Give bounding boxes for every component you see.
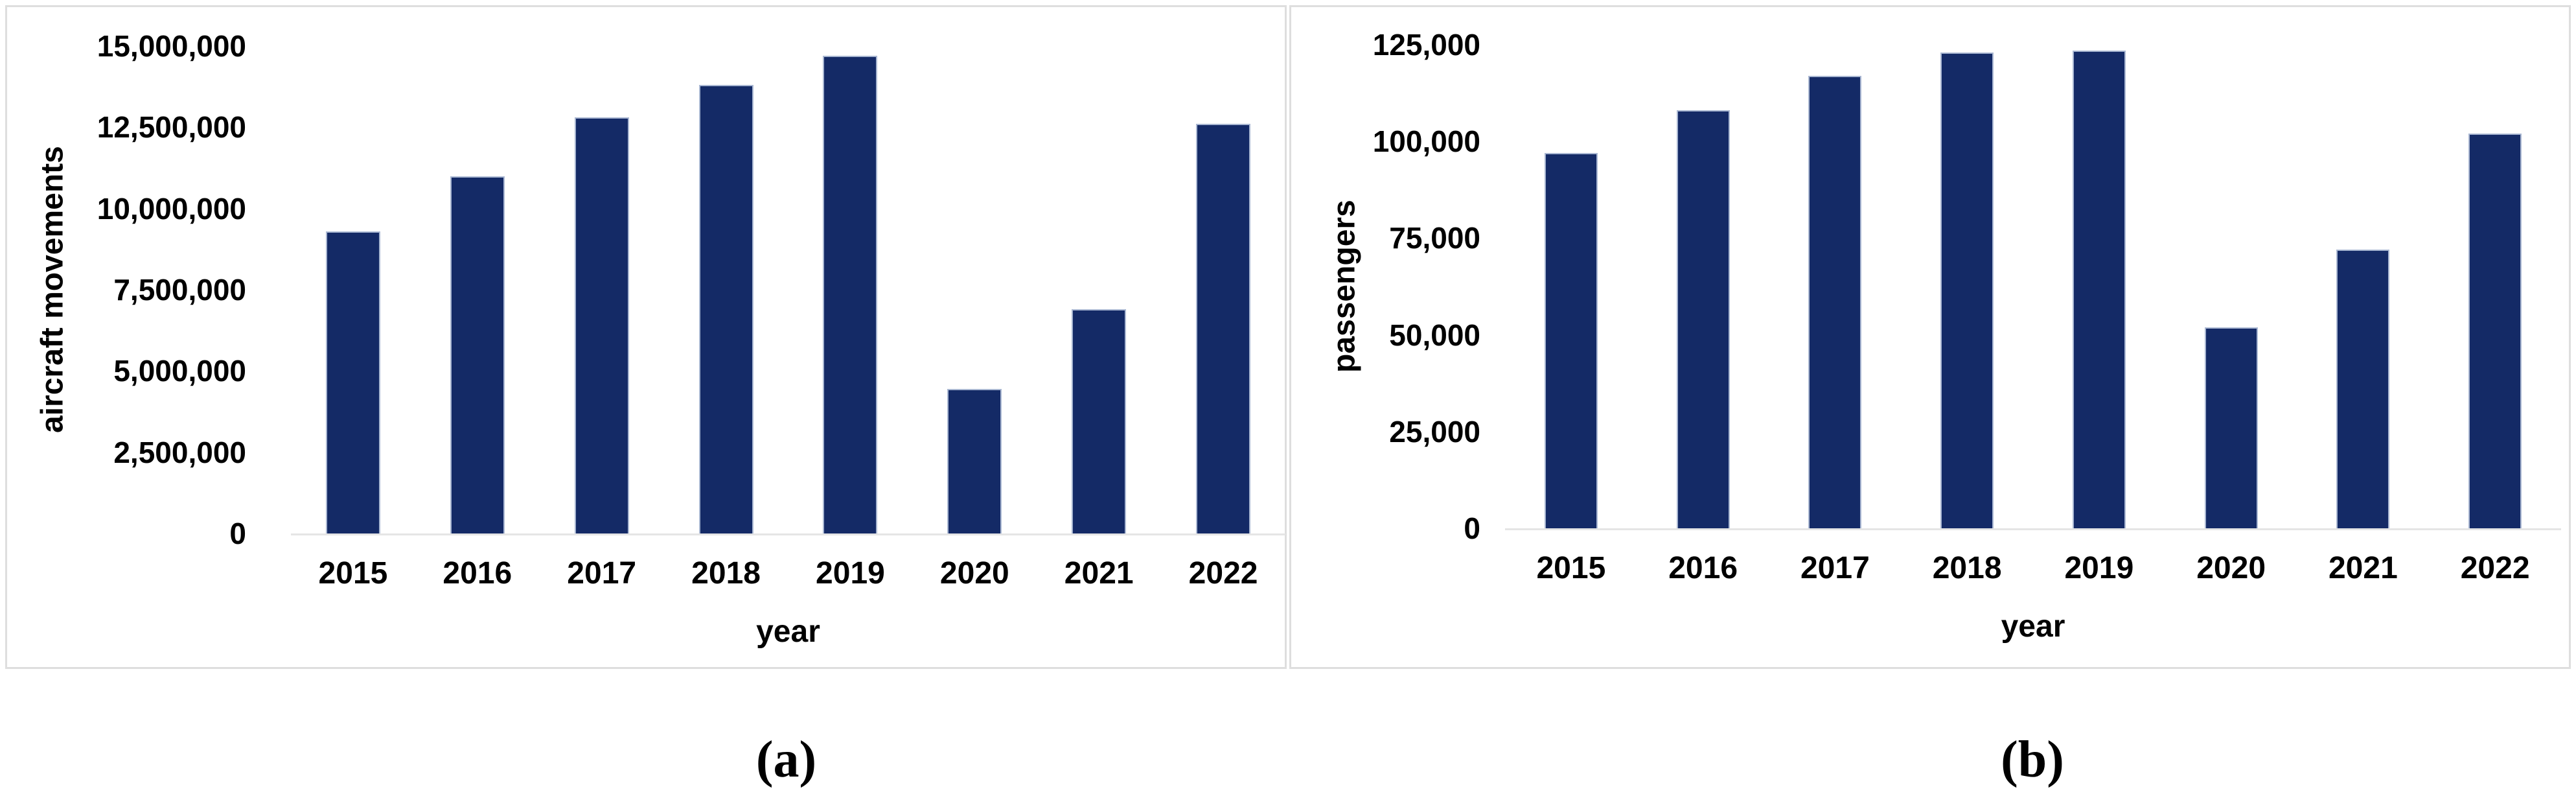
bar-b-2017: [1808, 75, 1862, 528]
y-tick-label: 5,000,000: [113, 354, 246, 388]
bar-b-2021: [2336, 250, 2390, 528]
x-axis-title: year: [2001, 609, 2065, 644]
bars-container: [291, 46, 1285, 533]
bar-a-2021: [1072, 309, 1127, 533]
bar-a-2019: [823, 56, 878, 533]
x-tick-label-2020: 2020: [2196, 551, 2266, 585]
chart-panel-b: passengers 125,000 100,000 75,000 50,000 25,…: [1289, 5, 2571, 669]
x-tick-label-2016: 2016: [1668, 551, 1738, 585]
x-tick-label-2021: 2021: [1064, 556, 1134, 591]
bar-a-2022: [1196, 124, 1251, 533]
bar-slot-2020: [2165, 45, 2297, 528]
plot-area: [291, 46, 1285, 535]
bar-b-2022: [2468, 134, 2522, 528]
chart-panel-a: aircraft movements 15,000,000 12,500,000 1…: [5, 5, 1287, 669]
y-tick-label: 0: [229, 517, 246, 550]
y-tick-label: 7,500,000: [113, 273, 246, 307]
bar-a-2020: [947, 388, 1002, 533]
bar-slot-2018: [664, 46, 788, 533]
bar-slot-2015: [1505, 45, 1637, 528]
x-tick-label-2019: 2019: [816, 556, 885, 591]
bar-b-2019: [2072, 50, 2126, 528]
bar-slot-2016: [415, 46, 540, 533]
bar-slot-2022: [1161, 46, 1285, 533]
bar-slot-2021: [2297, 45, 2430, 528]
bar-slot-2017: [540, 46, 664, 533]
bar-slot-2016: [1637, 45, 1769, 528]
y-tick-label: 15,000,000: [97, 29, 246, 63]
bar-slot-2018: [1901, 45, 2033, 528]
y-tick-label: 100,000: [1372, 124, 1480, 159]
y-tick-label: 75,000: [1389, 221, 1480, 255]
bar-slot-2022: [2429, 45, 2561, 528]
bar-a-2015: [325, 231, 380, 533]
bar-slot-2015: [291, 46, 415, 533]
bars-container: [1505, 45, 2561, 528]
y-tick-label: 12,500,000: [97, 110, 246, 145]
x-tick-label-2015: 2015: [318, 556, 388, 591]
bar-a-2016: [450, 176, 505, 533]
bar-b-2016: [1676, 110, 1730, 528]
y-tick-label: 25,000: [1389, 414, 1480, 449]
y-tick-label: 0: [1464, 511, 1480, 545]
panel-caption-a: (a): [755, 731, 817, 788]
x-tick-label-2015: 2015: [1536, 551, 1606, 585]
x-tick-label-2017: 2017: [567, 556, 637, 591]
x-axis-title: year: [756, 615, 820, 649]
x-tick-label-2017: 2017: [1800, 551, 1870, 585]
y-tick-label: 2,500,000: [113, 435, 246, 469]
bar-a-2017: [574, 117, 629, 533]
x-tick-label-2022: 2022: [1188, 556, 1258, 591]
plot-area: [1505, 45, 2561, 530]
x-axis-tick-labels: 2015 2016 2017 2018 2019 2020 2021 2022: [1505, 553, 2561, 584]
x-tick-label-2019: 2019: [2064, 551, 2134, 585]
y-tick-label: 10,000,000: [97, 191, 246, 226]
bar-slot-2017: [1769, 45, 1902, 528]
x-tick-label-2016: 2016: [443, 556, 512, 591]
bar-slot-2019: [2033, 45, 2165, 528]
y-tick-label: 50,000: [1389, 318, 1480, 352]
x-axis-tick-labels: 2015 2016 2017 2018 2019 2020 2021 2022: [291, 558, 1285, 589]
bar-slot-2020: [912, 46, 1037, 533]
y-tick-label: 125,000: [1372, 28, 1480, 62]
y-axis-tick-labels: 15,000,000 12,500,000 10,000,000 7,500,000 5…: [7, 31, 246, 548]
bar-slot-2021: [1037, 46, 1161, 533]
x-tick-label-2018: 2018: [1932, 551, 2002, 585]
x-tick-label-2022: 2022: [2460, 551, 2530, 585]
x-tick-label-2020: 2020: [939, 556, 1009, 591]
x-tick-label-2021: 2021: [2328, 551, 2398, 585]
bar-b-2020: [2204, 327, 2258, 528]
x-tick-label-2018: 2018: [691, 556, 761, 591]
y-axis-tick-labels: 125,000 100,000 75,000 50,000 25,000 0: [1291, 30, 1480, 543]
bar-b-2015: [1544, 153, 1598, 528]
bar-slot-2019: [788, 46, 913, 533]
bar-a-2018: [698, 85, 753, 533]
bar-b-2018: [1940, 52, 1994, 528]
panel-caption-b: (b): [2001, 731, 2064, 788]
